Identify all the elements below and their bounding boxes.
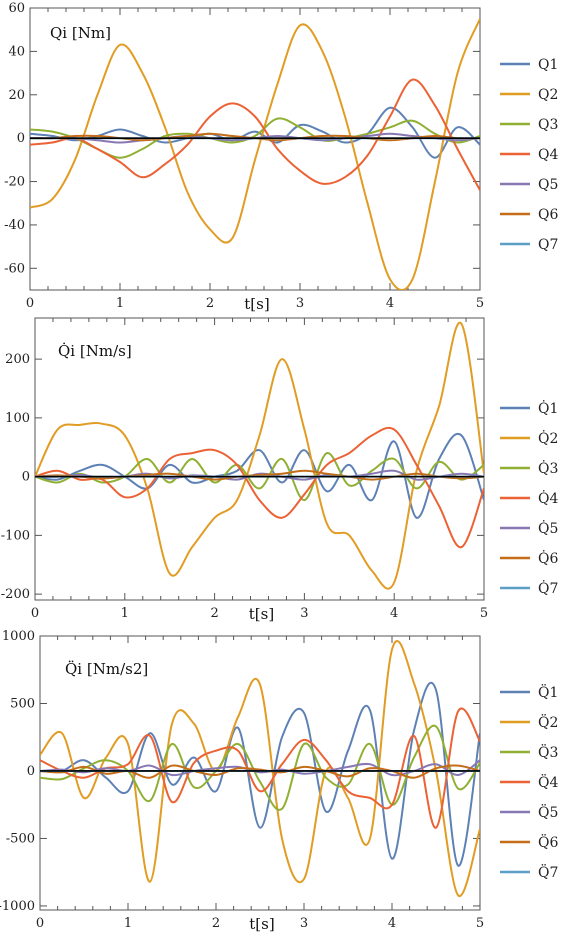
top-x-tick-label: 4 [386, 296, 394, 311]
mid-quantity-label: Q̇i [Nm/s] [58, 342, 132, 360]
mid-legend-label: Q̇4 [538, 489, 558, 507]
top-series-line-4 [30, 78, 480, 191]
mid-legend-label: Q̇7 [538, 579, 558, 597]
bot-x-tick-label: 4 [388, 916, 396, 931]
mid-x-tick-label: 5 [480, 606, 488, 621]
top-x-tick-label: 1 [116, 296, 124, 311]
mid-y-tick-label: -200 [1, 587, 30, 602]
bot-x-tick-label: 0 [36, 916, 44, 931]
top-legend: Q1 Q2 Q3 Q4 Q5 Q6 Q7 [500, 57, 558, 253]
top-y-tick-label: 20 [8, 88, 25, 103]
mid-x-tick-label: 1 [121, 606, 129, 621]
top-quantity-label: Qi [Nm] [50, 24, 111, 42]
mid-series-line-2 [35, 321, 484, 590]
top-series-line-1 [30, 106, 480, 159]
mid-series-group [35, 321, 484, 590]
bot-panel: 0 1 2 3 4 5 1000 500 0 -500 -1000 Q̈i [Nm/s2] t[s] Q̈… [0, 629, 558, 933]
bot-y-tick-label: -500 [6, 831, 35, 846]
top-y-tick-label: -60 [4, 261, 25, 276]
mid-y-tick-label: 100 [5, 411, 30, 426]
bot-series-line-4 [40, 707, 480, 829]
top-legend-label: Q5 [538, 177, 558, 193]
top-legend-label: Q3 [538, 117, 558, 133]
top-legend-label: Q1 [538, 57, 558, 73]
bot-series-group [40, 640, 480, 897]
mid-y-tick-label: 0 [22, 470, 30, 485]
mid-x-tick-label: 2 [210, 606, 218, 621]
mid-y-tick-label: -100 [1, 528, 30, 543]
bot-quantity-label: Q̈i [Nm/s2] [65, 660, 148, 678]
bot-y-tick-label: -1000 [0, 899, 35, 914]
mid-x-axis-label: t[s] [249, 605, 274, 623]
bot-series-line-2 [40, 640, 480, 897]
bot-plot-frame [39, 635, 481, 911]
mid-x-tick-label: 4 [390, 606, 398, 621]
top-legend-label: Q2 [538, 87, 558, 103]
bot-series-line-5 [40, 759, 480, 777]
mid-legend-label: Q̇6 [538, 549, 558, 567]
mid-series-line-6 [35, 469, 484, 481]
top-y-tick-label: 40 [8, 44, 25, 59]
mid-series-line-4 [35, 426, 484, 549]
top-plot-frame [29, 7, 481, 291]
mid-legend: Q̇1 Q̇2 Q̇3 Q̇4 Q̇5 Q̇6 Q̇7 [500, 399, 558, 597]
mid-legend-label: Q̇5 [538, 519, 558, 537]
mid-legend-label: Q̇3 [538, 459, 558, 477]
mid-legend-label: Q̇1 [538, 399, 558, 417]
bot-legend: Q̈1 Q̈2 Q̈3 Q̈4 Q̈5 Q̈6 Q̈7 [500, 683, 558, 881]
top-x-tick-label: 0 [26, 296, 34, 311]
top-x-tick-label: 5 [476, 296, 484, 311]
bot-legend-label: Q̈1 [538, 683, 558, 701]
top-x-tick-label: 2 [206, 296, 214, 311]
top-x-axis-label: t[s] [244, 295, 269, 313]
bot-y-tick-label: 1000 [2, 629, 35, 644]
bot-x-tick-label: 3 [300, 916, 308, 931]
bot-y-tick-label: 0 [27, 764, 35, 779]
bot-x-tick-label: 2 [212, 916, 220, 931]
mid-plot-frame [34, 317, 485, 601]
bot-x-tick-label: 1 [124, 916, 132, 931]
top-y-tick-label: -40 [4, 218, 25, 233]
mid-series-line-1 [35, 432, 484, 519]
top-legend-label: Q4 [538, 147, 558, 163]
top-x-tick-label: 3 [296, 296, 304, 311]
mid-x-tick-label: 0 [31, 606, 39, 621]
bot-legend-label: Q̈6 [538, 833, 558, 851]
bot-x-axis-label: t[s] [249, 915, 274, 933]
top-y-tick-label: -20 [4, 175, 25, 190]
bot-legend-label: Q̈5 [538, 803, 558, 821]
bot-y-tick-label: 500 [10, 696, 35, 711]
bot-legend-label: Q̈4 [538, 773, 558, 791]
top-y-tick-label: 60 [8, 1, 25, 16]
bot-series-line-1 [40, 681, 480, 867]
bot-legend-label: Q̈7 [538, 863, 558, 881]
mid-series-line-3 [35, 452, 484, 502]
mid-legend-label: Q̇2 [538, 429, 558, 447]
top-series-group [30, 18, 480, 290]
bot-x-tick-label: 5 [476, 916, 484, 931]
top-legend-label: Q6 [538, 207, 558, 223]
bot-legend-label: Q̈2 [538, 713, 558, 731]
mid-x-tick-label: 3 [300, 606, 308, 621]
top-y-tick-label: 0 [17, 131, 25, 146]
top-series-line-2 [30, 18, 480, 290]
mid-y-tick-label: 200 [5, 352, 30, 367]
bot-legend-label: Q̈3 [538, 743, 558, 761]
top-legend-label: Q7 [538, 237, 558, 253]
bot-series-line-6 [40, 764, 480, 779]
